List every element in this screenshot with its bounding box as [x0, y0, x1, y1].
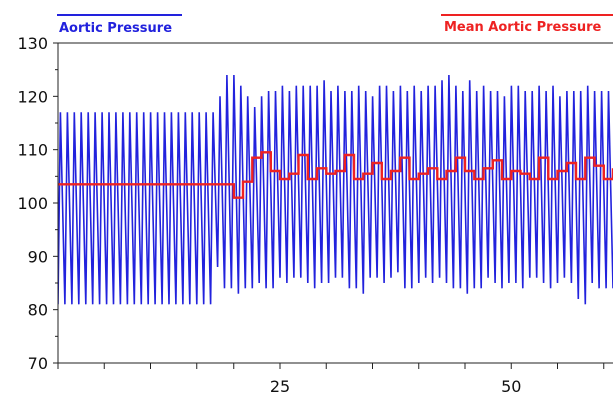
y-tick-label-120: 120 — [17, 87, 48, 106]
x-tick-label-50: 50 — [501, 377, 521, 396]
y-tick-label-90: 90 — [28, 247, 48, 266]
y-tick-label-110: 110 — [17, 141, 48, 160]
legend-label-aortic-pressure: Aortic Pressure — [59, 21, 172, 36]
y-tick-label-70: 70 — [28, 354, 48, 373]
legend-label-mean-aortic-pressure: Mean Aortic Pressure — [444, 20, 602, 35]
y-tick-label-100: 100 — [17, 194, 48, 213]
series-mean-aortic-pressure-line — [58, 151, 613, 199]
axes-layer: 70 80 90 100 110 120 130 25 50 — [17, 34, 613, 396]
series-aortic-pressure-line — [58, 74, 613, 305]
series-layer — [58, 74, 613, 305]
x-tick-label-25: 25 — [270, 377, 290, 396]
y-tick-label-130: 130 — [17, 34, 48, 53]
y-tick-label-80: 80 — [28, 301, 48, 320]
legend: Aortic Pressure Mean Aortic Pressure — [57, 14, 613, 36]
